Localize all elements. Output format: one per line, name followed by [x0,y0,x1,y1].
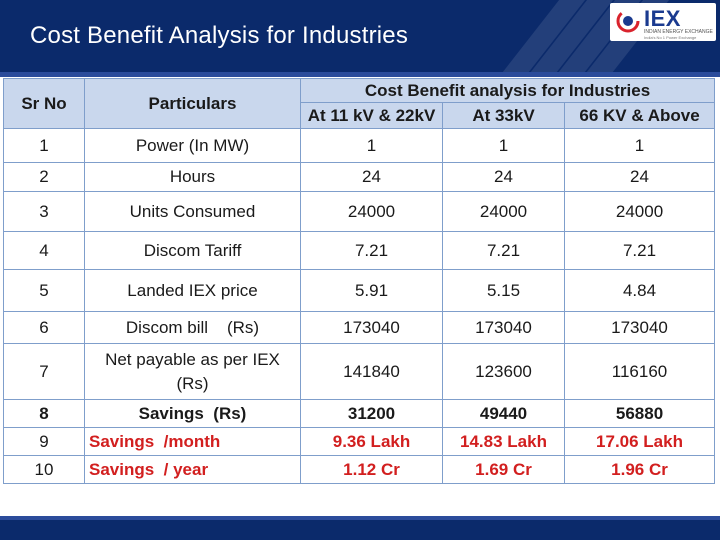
sr-cell: 6 [3,311,85,344]
value-cell: 4.84 [563,269,716,312]
particular-cell: Savings / year [84,455,301,484]
footer-divider [0,516,720,520]
sr-cell: 1 [3,128,85,163]
group-header: Cost Benefit analysis for Industries [299,78,716,103]
value-cell: 173040 [563,311,716,344]
particulars-header: Particulars [84,78,301,129]
page-title: Cost Benefit Analysis for Industries [30,22,409,49]
sr-cell: 8 [3,399,85,428]
value-cell: 14.83 Lakh [442,427,565,456]
iex-logo-icon [616,9,640,33]
iex-logo: IEX INDIAN ENERGY EXCHANGE India's No 1 … [610,3,716,41]
value-cell: 1 [442,128,565,163]
table-row: 5 Landed IEX price 5.91 5.15 4.84 [3,269,716,312]
particular-cell: Savings (Rs) [84,399,301,428]
sr-cell: 4 [3,231,85,270]
table-row: 10 Savings / year 1.12 Cr 1.69 Cr 1.96 C… [3,455,716,484]
value-cell: 24000 [300,191,443,232]
table-row: 1 Power (In MW) 1 1 1 [3,128,716,163]
cost-benefit-table: Sr No Particulars Cost Benefit analysis … [3,78,716,484]
value-cell: 7.21 [442,231,565,270]
value-cell: 24000 [563,191,716,232]
particular-cell: Units Consumed [84,191,301,232]
value-cell: 173040 [442,311,565,344]
particular-cell: Savings /month [84,427,301,456]
value-cell: 24 [300,162,443,192]
footer-bar [0,520,720,540]
value-cell: 24 [563,162,716,192]
value-cell: 24 [442,162,565,192]
value-cell: 24000 [442,191,565,232]
particular-cell: Discom Tariff [84,231,301,270]
particular-cell: Discom bill (Rs) [84,311,301,344]
table-row: 8 Savings (Rs) 31200 49440 56880 [3,399,716,428]
column-header: At 11 kV & 22kV [300,102,443,129]
value-cell: 1.69 Cr [442,455,565,484]
value-cell: 7.21 [563,231,716,270]
value-cell: 17.06 Lakh [563,427,716,456]
value-cell: 5.15 [442,269,565,312]
value-cell: 1 [300,128,443,163]
sr-cell: 10 [3,455,85,484]
value-cell: 56880 [563,399,716,428]
value-cell: 1.12 Cr [300,455,443,484]
logo-tagline: India's No 1 Power Exchange [644,35,697,40]
value-cell: 1 [563,128,716,163]
value-cell: 5.91 [300,269,443,312]
sr-cell: 5 [3,269,85,312]
column-header: At 33kV [442,102,565,129]
particular-cell: Hours [84,162,301,192]
value-cell: 7.21 [300,231,443,270]
value-cell: 9.36 Lakh [300,427,443,456]
table-row: 4 Discom Tariff 7.21 7.21 7.21 [3,231,716,270]
value-cell: 49440 [442,399,565,428]
header-divider [0,72,720,77]
particular-cell: Landed IEX price [84,269,301,312]
table-row: 9 Savings /month 9.36 Lakh 14.83 Lakh 17… [3,427,716,456]
column-header: 66 KV & Above [563,102,716,129]
value-cell: 173040 [300,311,443,344]
particular-cell: Net payable as per IEX (Rs) [84,343,301,400]
title-bar: Cost Benefit Analysis for Industries IEX… [0,0,720,72]
logo-text: IEX [644,6,681,31]
logo-subtitle: INDIAN ENERGY EXCHANGE [644,29,713,35]
sr-cell: 9 [3,427,85,456]
table-row: 6 Discom bill (Rs) 173040 173040 173040 [3,311,716,344]
value-cell: 141840 [300,343,443,400]
sr-cell: 3 [3,191,85,232]
sr-cell: 7 [3,343,85,400]
value-cell: 1.96 Cr [563,455,716,484]
sr-cell: 2 [3,162,85,192]
table-row: 7 Net payable as per IEX (Rs) 141840 123… [3,343,716,400]
table-row: 2 Hours 24 24 24 [3,162,716,192]
value-cell: 123600 [442,343,565,400]
sr-no-header: Sr No [3,78,85,129]
value-cell: 31200 [300,399,443,428]
particular-cell: Power (In MW) [84,128,301,163]
table-row: 3 Units Consumed 24000 24000 24000 [3,191,716,232]
value-cell: 116160 [563,343,716,400]
